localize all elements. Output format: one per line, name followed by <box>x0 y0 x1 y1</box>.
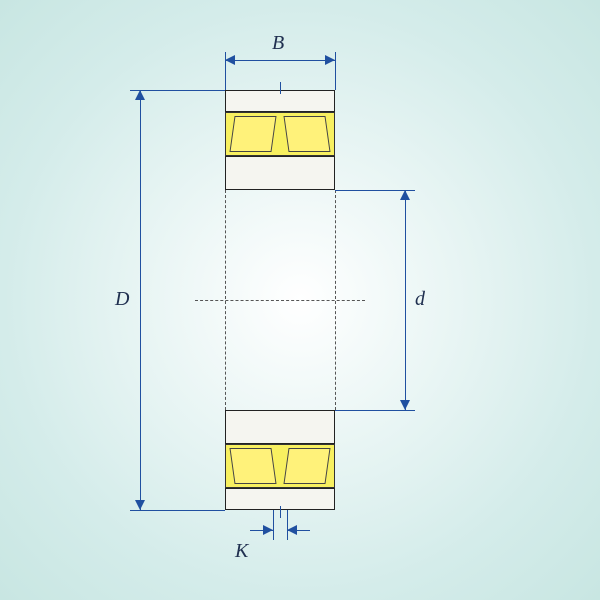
roller-top-left <box>229 116 276 152</box>
dim-D-label: D <box>115 288 129 311</box>
dim-d-arrow-bot <box>400 400 410 410</box>
roller-bot-right <box>283 448 330 484</box>
roller-bot-left <box>229 448 276 484</box>
bore-edge-right <box>335 190 336 410</box>
dim-D-line <box>140 90 141 510</box>
dim-K-label: K <box>235 540 248 563</box>
roller-top-right <box>283 116 330 152</box>
bearing-diagram: B D d K <box>0 0 600 600</box>
dim-K-arrow-right <box>287 525 297 535</box>
dim-d-label: d <box>415 288 425 311</box>
dim-B-arrow-left <box>225 55 235 65</box>
dim-D-ext-bot <box>130 510 225 511</box>
center-tick-bot <box>280 506 281 518</box>
dim-d-arrow-top <box>400 190 410 200</box>
dim-K-ext-left <box>273 510 274 540</box>
dim-d-line <box>405 190 406 410</box>
bore-edge-left <box>225 190 226 410</box>
inner-ring-top <box>225 156 335 190</box>
inner-ring-bot <box>225 410 335 444</box>
dim-D-arrow-bot <box>135 500 145 510</box>
dim-D-arrow-top <box>135 90 145 100</box>
dim-B-label: B <box>272 32 284 55</box>
dim-B-ext-right <box>335 52 336 90</box>
dim-B-line <box>225 60 335 61</box>
dim-K-arrow-left <box>263 525 273 535</box>
center-tick-top <box>280 82 281 94</box>
dim-d-ext-bot <box>335 410 415 411</box>
axis-centerline <box>195 300 365 301</box>
dim-B-arrow-right <box>325 55 335 65</box>
